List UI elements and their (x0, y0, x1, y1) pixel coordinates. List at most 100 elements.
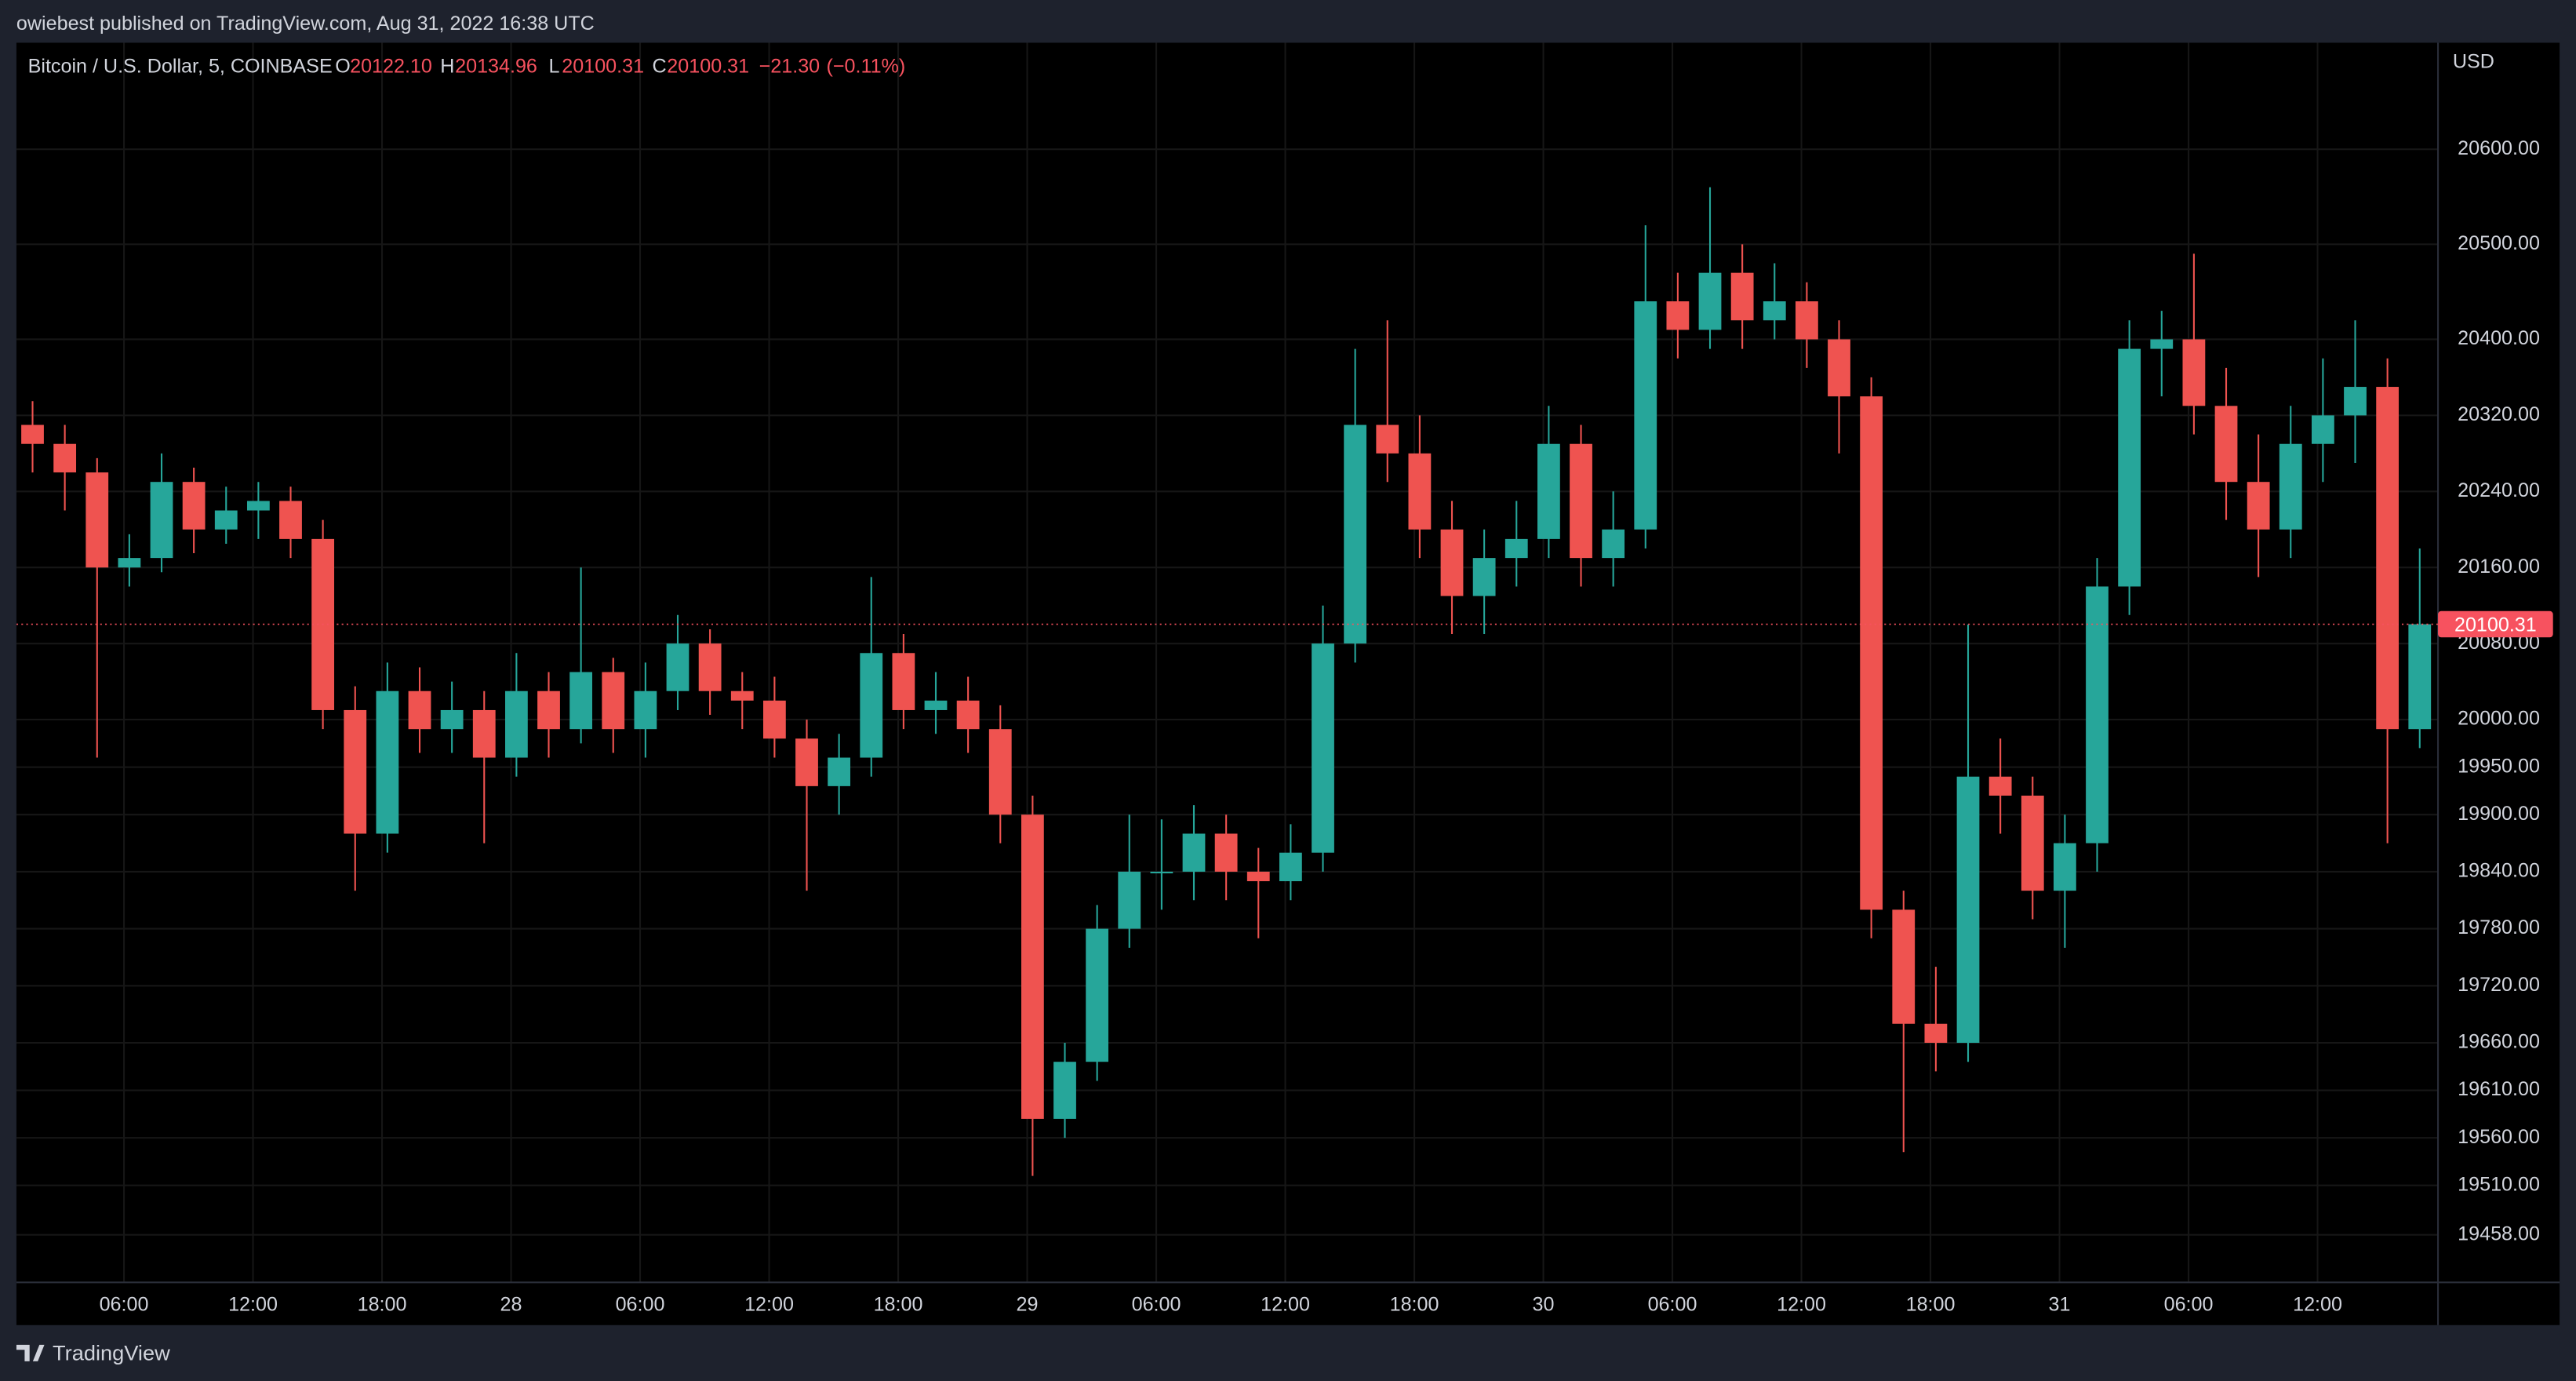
candle-body (1892, 909, 1916, 1024)
candle-body (1537, 443, 1560, 539)
candle-body (634, 690, 657, 730)
candle-body (150, 482, 173, 559)
y-tick-label: 19720.00 (2458, 974, 2540, 996)
candle-body (2247, 482, 2270, 530)
candle-body (762, 700, 786, 739)
candle-body (1730, 272, 1754, 321)
candle-body (504, 690, 528, 758)
brand: TradingView (53, 1341, 170, 1365)
candle-body (1312, 643, 1334, 853)
candle-body (2214, 406, 2238, 483)
candle-body (182, 482, 206, 530)
candle-body (2311, 415, 2334, 444)
candle-body (1279, 852, 1302, 882)
candle-body (1666, 301, 1690, 330)
candle-body (2150, 339, 2174, 349)
brand-logo (16, 1344, 45, 1361)
x-tick-label: 18:00 (874, 1293, 923, 1315)
candle-body (2118, 348, 2141, 587)
y-tick-label: 19900.00 (2458, 803, 2540, 825)
legend-close: 20100.31 (667, 56, 749, 78)
candle-body (956, 700, 980, 730)
candle-body (1602, 529, 1625, 559)
candle-body (988, 729, 1012, 815)
candle-body (2408, 624, 2432, 730)
y-tick-label: 19510.00 (2458, 1173, 2540, 1195)
legend-high-label: H (440, 56, 454, 78)
candle-body (1053, 1062, 1076, 1119)
candle-body (1763, 301, 1786, 321)
candle-body (1118, 871, 1141, 929)
logo-shape (16, 1344, 45, 1361)
candle-body (602, 672, 625, 730)
candle-body (1408, 453, 1432, 530)
candle-body (246, 501, 270, 511)
candle-body (1634, 301, 1657, 530)
candle-body (1214, 833, 1238, 872)
candle-body (666, 643, 689, 691)
candle-body (860, 653, 883, 758)
candle-body (924, 700, 948, 710)
candle-body (2182, 339, 2206, 406)
y-tick-label: 20000.00 (2458, 708, 2540, 730)
candle-body (2053, 843, 2076, 891)
legend-low: 20100.31 (562, 56, 644, 78)
candle-body (214, 510, 238, 530)
legend-close-label: C (652, 56, 666, 78)
candle-body (1344, 425, 1367, 644)
candle-body (2279, 443, 2302, 530)
legend-change: −21.30 (759, 56, 820, 78)
candle-body (1795, 301, 1818, 340)
candle-body (892, 653, 915, 710)
candle-body (2344, 387, 2367, 416)
legend-change-pct: (−0.11%) (826, 56, 905, 78)
x-tick-label: 29 (1017, 1293, 1039, 1315)
x-tick-label: 28 (500, 1293, 522, 1315)
candle-body (118, 558, 141, 568)
legend-low-label: L (549, 56, 560, 78)
candle-body (795, 738, 818, 786)
y-tick-label: 20320.00 (2458, 403, 2540, 425)
x-tick-label: 06:00 (1132, 1293, 1181, 1315)
candle-body (1570, 443, 1592, 559)
candle-body (408, 690, 431, 730)
x-tick-label: 12:00 (2293, 1293, 2342, 1315)
x-tick-label: 12:00 (1777, 1293, 1826, 1315)
candle-body (2021, 795, 2044, 891)
x-tick-label: 31 (2049, 1293, 2071, 1315)
candle-body (2086, 586, 2108, 844)
legend-open-label: O (335, 56, 351, 78)
x-tick-label: 06:00 (2164, 1293, 2214, 1315)
x-tick-label: 06:00 (1648, 1293, 1697, 1315)
candle-body (440, 709, 464, 730)
y-tick-label: 20240.00 (2458, 479, 2540, 501)
candle-body (537, 690, 560, 730)
x-tick-label: 06:00 (100, 1293, 149, 1315)
candle-body (53, 443, 77, 473)
candle-body (21, 425, 44, 444)
candle-body (1924, 1023, 1948, 1043)
candle-body (698, 643, 722, 691)
y-tick-label: 19840.00 (2458, 860, 2540, 882)
x-tick-label: 06:00 (616, 1293, 665, 1315)
x-tick-label: 12:00 (1261, 1293, 1310, 1315)
currency-label: USD (2453, 50, 2494, 72)
candle-body (1376, 425, 1399, 454)
y-tick-label: 19660.00 (2458, 1031, 2540, 1053)
candle-body (1956, 776, 1980, 1043)
publisher-line: owiebest published on TradingView.com, A… (16, 13, 595, 35)
last-price-tag (2438, 610, 2553, 638)
candle-body (1698, 272, 1722, 330)
legend-open: 20122.10 (350, 56, 432, 78)
symbol: Bitcoin / U.S. Dollar, 5, COINBASE (28, 56, 333, 78)
x-tick-label: 18:00 (1390, 1293, 1439, 1315)
x-tick-label: 18:00 (358, 1293, 407, 1315)
candle-body (279, 501, 302, 539)
y-tick-label: 20500.00 (2458, 232, 2540, 254)
candle-body (1440, 529, 1464, 596)
y-tick-label: 19560.00 (2458, 1126, 2540, 1148)
y-tick-label: 19610.00 (2458, 1078, 2540, 1100)
candle-body (1472, 558, 1496, 596)
